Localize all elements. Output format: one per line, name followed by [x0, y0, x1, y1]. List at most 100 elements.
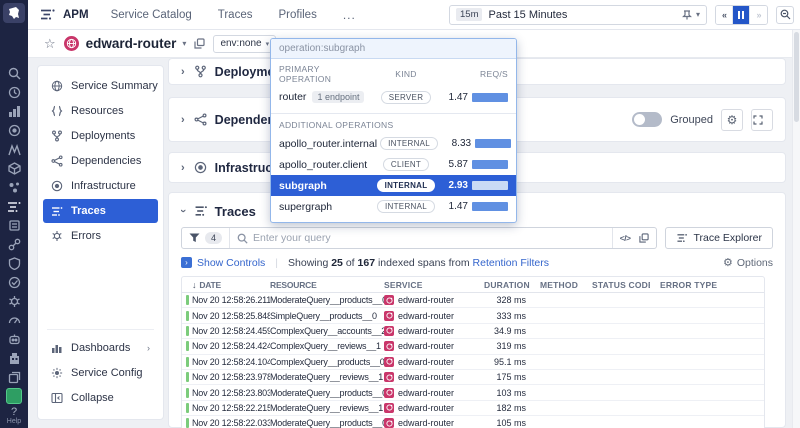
sidebar-item-infrastructure[interactable]: Infrastructure: [43, 174, 158, 198]
kind-pill: SERVER: [380, 90, 432, 104]
table-row[interactable]: Nov 20 12:58:26.211 ModerateQuery__produ…: [182, 293, 764, 309]
options-button[interactable]: ⚙ Options: [722, 256, 773, 270]
apollo-service-icon: [384, 418, 394, 428]
notebooks-icon[interactable]: [0, 216, 28, 235]
status-indicator: [185, 325, 189, 336]
sidebar-item-dashboards[interactable]: Dashboards ›: [43, 336, 158, 360]
user-avatar[interactable]: [0, 387, 28, 406]
help-button[interactable]: ? Help: [6, 405, 22, 425]
env-filter-select[interactable]: env:none ▾: [213, 34, 277, 53]
datadog-logo[interactable]: [3, 3, 25, 23]
nav-profiles[interactable]: Profiles: [278, 8, 317, 21]
watchdog-icon[interactable]: [0, 83, 28, 102]
service-switcher-caret-icon[interactable]: ▾: [182, 39, 187, 48]
sidebar-item-service-config[interactable]: Service Config: [43, 361, 158, 385]
column-header-method[interactable]: METHOD: [540, 279, 579, 290]
table-row[interactable]: Nov 20 12:58:22.215 ModerateQuery__revie…: [182, 401, 764, 417]
zoom-out-button[interactable]: [776, 5, 794, 24]
copy-service-icon[interactable]: [194, 38, 206, 49]
sidebar-item-traces[interactable]: Traces: [43, 199, 158, 223]
nav-apm[interactable]: APM: [63, 8, 89, 21]
synthetics-icon[interactable]: [0, 273, 28, 292]
favorite-star-icon[interactable]: ☆: [44, 35, 56, 51]
chevron-right-icon: ›: [181, 65, 185, 78]
operation-option-supergraph[interactable]: supergraph INTERNAL 1.47: [271, 196, 516, 217]
chevron-down-icon: ›: [176, 209, 189, 213]
table-row[interactable]: Nov 20 12:58:24.104 ComplexQuery__produc…: [182, 355, 764, 370]
pause-button[interactable]: [733, 5, 750, 24]
table-row[interactable]: Nov 20 12:58:23.803 ModerateQuery__produ…: [182, 385, 764, 401]
scrollbar-thumb[interactable]: [794, 32, 799, 122]
trace-explorer-button[interactable]: Trace Explorer: [664, 227, 773, 249]
reqs-bar: [472, 160, 508, 169]
service-management-icon[interactable]: [0, 178, 28, 197]
dependencies-icon: [194, 113, 207, 126]
search-icon[interactable]: [0, 64, 28, 83]
workspaces-icon[interactable]: [0, 368, 28, 387]
sidebar-item-service-summary[interactable]: Service Summary: [43, 74, 158, 98]
nav-service-catalog[interactable]: Service Catalog: [110, 8, 192, 21]
infrastructure-icon[interactable]: [0, 140, 28, 159]
sidebar-item-deployments[interactable]: Deployments: [43, 124, 158, 148]
operation-option-apollo-router-client[interactable]: apollo_router.client CLIENT 5.87: [271, 154, 516, 175]
grouped-toggle[interactable]: [632, 112, 663, 127]
bits-ai-icon[interactable]: [0, 330, 28, 349]
time-caret-icon[interactable]: ▾: [695, 10, 700, 19]
traces-icon: [195, 206, 207, 216]
sidebar-divider: [47, 329, 154, 330]
table-row[interactable]: Nov 20 12:58:22.033 ModerateQuery__produ…: [182, 416, 764, 428]
security-icon[interactable]: [0, 254, 28, 273]
column-header-error-type[interactable]: ERROR TYPE: [660, 279, 718, 290]
column-header-status-code[interactable]: STATUS CODE: [592, 279, 650, 290]
traces-section-header[interactable]: › Traces: [176, 203, 256, 219]
sidebar-collapse-button[interactable]: Collapse: [43, 386, 158, 410]
operation-option-subgraph-selected[interactable]: subgraph INTERNAL 2.93: [271, 175, 516, 196]
error-tracking-icon[interactable]: [0, 292, 28, 311]
status-indicator: [185, 310, 189, 321]
gear-icon: ⚙: [722, 257, 733, 269]
sort-desc-icon: ↓: [192, 279, 197, 290]
operation-option-apollo-router-internal[interactable]: apollo_router.internal INTERNAL 8.33: [271, 133, 516, 154]
popup-divider: [271, 113, 516, 114]
metrics-icon[interactable]: [0, 121, 28, 140]
code-view-icon[interactable]: </>: [619, 233, 631, 243]
column-header-date[interactable]: ↓ DATE: [192, 279, 222, 290]
dashboards-icon[interactable]: [0, 102, 28, 121]
traces-section: › Traces 4 </> Trace Explorer › S: [168, 192, 786, 428]
integrations-icon[interactable]: [0, 159, 28, 178]
apm-traces-icon[interactable]: [0, 197, 28, 216]
nav-overflow-menu[interactable]: ...: [342, 7, 356, 22]
column-header-service[interactable]: SERVICE: [384, 279, 423, 290]
operation-option-router[interactable]: router 1 endpoint SERVER 1.47: [271, 86, 516, 108]
table-row[interactable]: Nov 20 12:58:23.978 ModerateQuery__revie…: [182, 370, 764, 386]
sidebar-item-dependencies[interactable]: Dependencies: [43, 149, 158, 173]
operation-query-input[interactable]: operation:subgraph: [271, 39, 516, 59]
apollo-service-icon: [384, 325, 394, 336]
query-input[interactable]: [253, 232, 605, 244]
dependencies-settings-button[interactable]: ⚙: [721, 108, 743, 131]
filter-menu-button[interactable]: 4: [182, 228, 231, 248]
table-row[interactable]: Nov 20 12:58:25.848 SimpleQuery__product…: [182, 308, 764, 324]
time-back-button[interactable]: «: [716, 5, 733, 24]
deployments-icon: [194, 65, 206, 78]
copy-query-icon[interactable]: [638, 233, 649, 243]
column-header-resource[interactable]: RESOURCE: [270, 279, 317, 290]
organization-icon[interactable]: [0, 349, 28, 368]
top-navigation: APM Service Catalog Traces Profiles ... …: [28, 0, 800, 30]
table-row[interactable]: Nov 20 12:58:24.424 ComplexQuery__review…: [182, 339, 764, 355]
llm-observability-icon[interactable]: [0, 311, 28, 330]
sidebar-item-resources[interactable]: Resources: [43, 99, 158, 123]
column-header-duration[interactable]: DURATION: [484, 279, 530, 290]
pin-icon[interactable]: [682, 9, 692, 20]
show-controls-button[interactable]: › Show Controls: [181, 257, 265, 269]
time-forward-button[interactable]: »: [750, 5, 767, 24]
time-range-picker[interactable]: 15m Past 15 Minutes ▾: [449, 4, 707, 25]
ci-pipelines-icon[interactable]: [0, 235, 28, 254]
sidebar-item-errors[interactable]: Errors: [43, 224, 158, 248]
chevron-right-icon: ›: [147, 343, 150, 353]
page-scrollbar[interactable]: [792, 30, 800, 428]
retention-filters-link[interactable]: Retention Filters: [472, 256, 549, 269]
nav-traces[interactable]: Traces: [217, 8, 253, 21]
fullscreen-button[interactable]: [751, 108, 773, 131]
table-row[interactable]: Nov 20 12:58:24.459 ComplexQuery__accoun…: [182, 324, 764, 340]
